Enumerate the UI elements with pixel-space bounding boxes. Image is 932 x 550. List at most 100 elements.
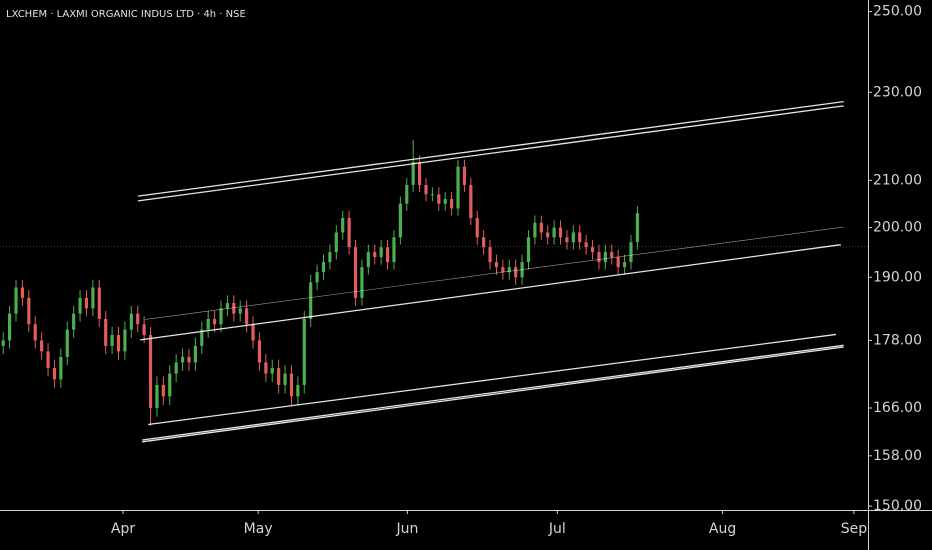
trendline — [140, 244, 841, 341]
candle-body — [360, 267, 364, 298]
candle-body — [14, 287, 18, 314]
candle-body — [629, 242, 633, 263]
candle-body — [27, 297, 31, 325]
trendline — [137, 105, 844, 202]
candle-body — [392, 237, 396, 263]
candle-body — [494, 262, 499, 268]
candle-body — [334, 232, 338, 253]
candle-body — [616, 257, 620, 268]
candle-body — [129, 313, 133, 330]
candle-body — [597, 252, 601, 263]
candle-body — [584, 242, 588, 248]
candle-body — [341, 217, 345, 233]
candle-body — [475, 217, 479, 238]
candle-body — [462, 166, 467, 185]
candle-body — [116, 334, 121, 352]
candle-body — [507, 267, 511, 273]
x-tick-label: Sep — [841, 521, 868, 537]
candle-body — [366, 252, 370, 268]
candle-body — [385, 247, 390, 263]
trendline — [142, 346, 844, 443]
y-tick-label: 250.00 — [873, 4, 922, 20]
candle-body — [514, 267, 518, 278]
candle-body — [277, 368, 281, 385]
candle-body — [20, 287, 25, 298]
candle-body — [379, 247, 383, 258]
candle-body — [238, 308, 242, 314]
candle-body — [212, 318, 217, 325]
candle-body — [168, 373, 172, 397]
candle-body — [302, 318, 306, 385]
candle-body — [398, 203, 402, 238]
candle-body — [424, 184, 428, 195]
candle-body — [148, 334, 153, 408]
candle-body — [8, 313, 12, 341]
chart-title: LXCHEM · LAXMI ORGANIC INDUS LTD · 4h · … — [6, 9, 246, 20]
candle-body — [533, 222, 537, 238]
candle-body — [437, 194, 441, 204]
trendline — [148, 333, 837, 426]
candle-body — [347, 217, 351, 248]
y-tick-label: 150.00 — [873, 498, 922, 514]
candle-body — [501, 267, 505, 273]
x-tick-label: Aug — [709, 521, 736, 537]
candle-body — [450, 198, 454, 209]
x-tick-label: May — [244, 521, 273, 537]
candle-body — [136, 313, 140, 325]
candle-body — [161, 384, 165, 397]
candle-body — [174, 362, 178, 374]
candle-body — [411, 162, 415, 185]
candle-body — [565, 237, 569, 243]
candle-body — [46, 351, 50, 369]
candle-body — [635, 213, 639, 243]
candle-body — [59, 356, 63, 380]
candle-body — [232, 303, 236, 314]
candle-body — [558, 227, 563, 238]
candle-body — [488, 247, 492, 263]
candle-body — [251, 324, 255, 341]
candle-body — [84, 297, 89, 309]
candle-body — [296, 384, 300, 397]
candle-body — [539, 222, 543, 233]
candle-body — [200, 329, 204, 346]
y-tick-label: 200.00 — [873, 220, 922, 236]
candle-body — [123, 329, 127, 352]
candle-body — [430, 194, 434, 196]
y-tick-label: 190.00 — [873, 269, 922, 285]
candle-body — [353, 247, 358, 298]
trendline — [137, 100, 844, 197]
candle-body — [373, 252, 377, 258]
candle-body — [552, 227, 556, 238]
x-tick-label: Apr — [111, 521, 135, 537]
candle-body — [193, 345, 197, 363]
candle-body — [590, 247, 595, 253]
candle-body — [180, 356, 185, 363]
candle-body — [1, 340, 5, 346]
candle-body — [33, 324, 37, 341]
x-tick-label: Jul — [548, 521, 566, 537]
x-tick-label: Jun — [395, 521, 418, 537]
candle-body — [264, 362, 268, 374]
plot-area — [1, 139, 639, 426]
candle-body — [40, 340, 44, 352]
candle-body — [456, 166, 460, 209]
candle-body — [603, 252, 607, 263]
candle-body — [78, 297, 82, 314]
candle-body — [546, 232, 550, 238]
candle-body — [328, 252, 332, 263]
y-tick-label: 158.00 — [873, 448, 922, 464]
candle-body — [72, 313, 76, 330]
candle-body — [245, 308, 249, 325]
candle-body — [309, 282, 313, 319]
candle-body — [610, 252, 614, 258]
candle-body — [104, 318, 108, 346]
y-tick-label: 166.00 — [873, 400, 922, 416]
candle-body — [142, 324, 146, 335]
candle-body — [110, 334, 114, 346]
trendline — [142, 344, 844, 441]
candle-body — [52, 368, 57, 380]
candle-body — [65, 329, 69, 357]
candle-body — [97, 287, 101, 319]
candle-body — [526, 237, 531, 263]
